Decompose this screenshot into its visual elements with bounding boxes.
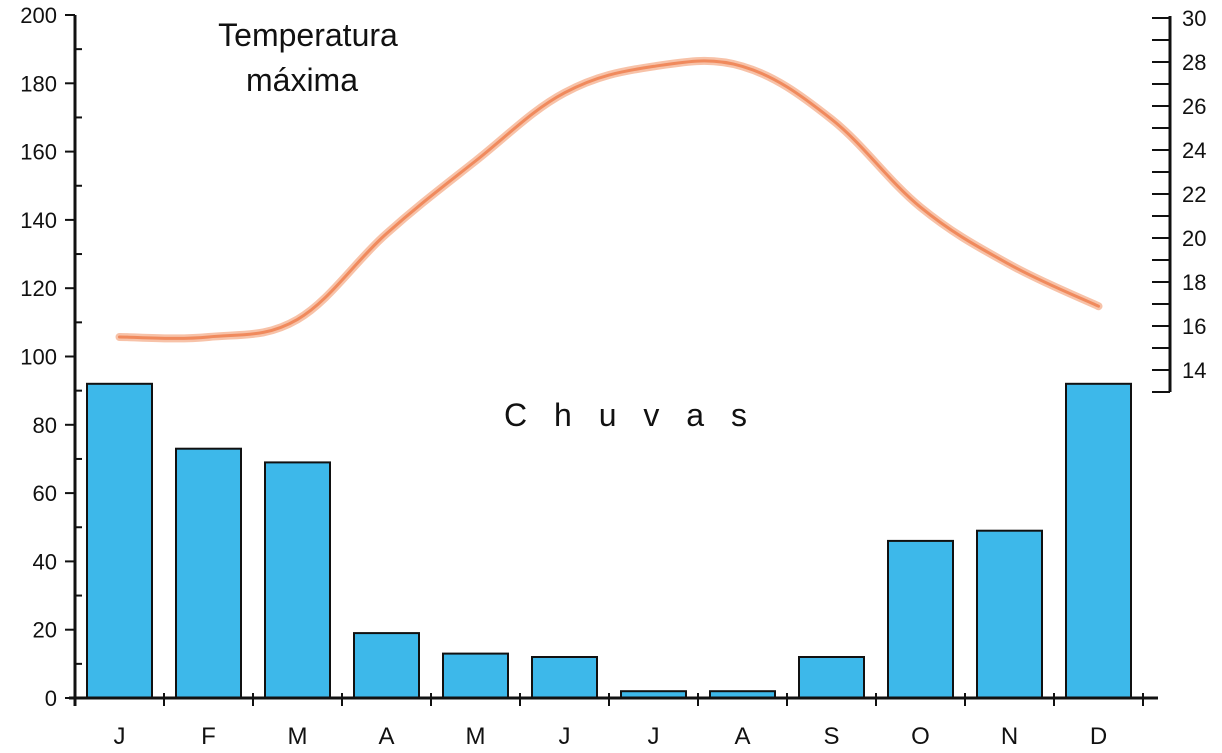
right-axis-tick-label: 22: [1182, 182, 1206, 207]
rain-bar: [175, 447, 242, 700]
left-axis-tick-label: 120: [20, 276, 57, 301]
line-title-line-2: máxima: [246, 62, 358, 98]
month-label: M: [288, 723, 308, 750]
rain-bar: [86, 382, 153, 699]
month-label: F: [201, 723, 216, 750]
left-axis-tick-label: 40: [33, 549, 57, 574]
line-title-line-1: Temperatura: [218, 17, 398, 53]
right-axis-tick-label: 30: [1182, 6, 1206, 31]
month-label: J: [559, 723, 571, 750]
right-axis-tick-label: 18: [1182, 270, 1206, 295]
left-axis-tick-label: 100: [20, 345, 57, 370]
right-axis: 14 16 18 20 22 24 26 28 30: [1152, 6, 1206, 393]
right-axis-tick-label: 28: [1182, 50, 1206, 75]
rain-bar: [442, 652, 509, 699]
left-axis-tick-label: 160: [20, 140, 57, 165]
month-label: A: [378, 723, 394, 750]
month-label: M: [466, 723, 486, 750]
month-label: A: [734, 723, 750, 750]
rain-bar: [798, 656, 865, 699]
month-label: S: [823, 723, 839, 750]
temperature-line-path: [118, 59, 1100, 340]
month-label: D: [1090, 723, 1107, 750]
left-axis-tick-label: 200: [20, 3, 57, 28]
right-axis-tick-label: 24: [1182, 138, 1206, 163]
left-axis-tick-label: 20: [33, 618, 57, 643]
rain-bar: [531, 656, 598, 699]
month-label: J: [114, 723, 126, 750]
month-label: O: [911, 723, 930, 750]
rain-bars: [86, 382, 1132, 700]
right-axis-tick-label: 26: [1182, 94, 1206, 119]
left-axis-tick-label: 180: [20, 71, 57, 96]
month-label: J: [648, 723, 660, 750]
rain-bar: [264, 461, 331, 699]
left-axis-tick-label: 140: [20, 208, 57, 233]
month-label: N: [1001, 723, 1018, 750]
left-axis-tick-label: 60: [33, 481, 57, 506]
rain-title: C h u v a s: [504, 397, 756, 433]
rain-bar: [353, 632, 420, 699]
left-axis: 0 20 40 60 80 100 120 140 160 180 200: [20, 3, 82, 711]
rain-bar: [887, 539, 954, 700]
temperature-line: [115, 56, 1103, 343]
left-axis-tick-label: 80: [33, 413, 57, 438]
left-axis-tick-label: 0: [45, 686, 57, 711]
rain-bar: [976, 529, 1043, 700]
right-axis-tick-label: 16: [1182, 314, 1206, 339]
rain-bar: [1065, 382, 1132, 699]
right-axis-tick-label: 20: [1182, 226, 1206, 251]
temperature-line-glow: [115, 56, 1103, 343]
right-axis-tick-label: 14: [1182, 358, 1206, 383]
